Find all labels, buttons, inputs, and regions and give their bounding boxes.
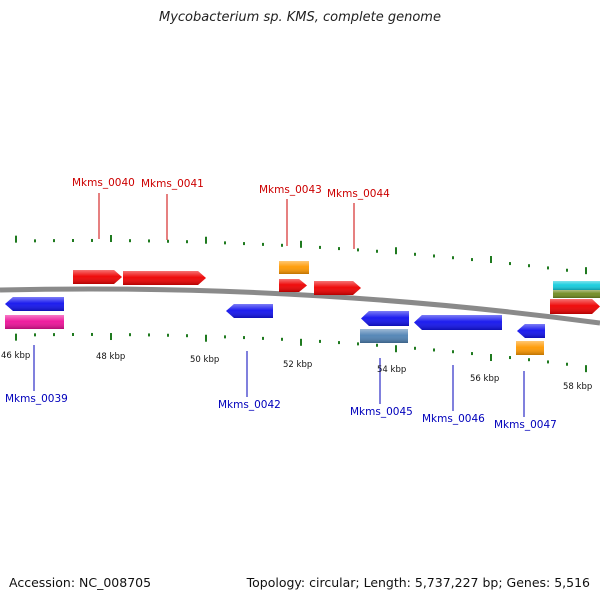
gene-feature-orange-shade <box>279 261 309 274</box>
gene-mkms-0042[interactable] <box>226 304 273 318</box>
scale-label: 56 kbp <box>470 374 499 384</box>
gene-mkms-0046[interactable] <box>414 315 502 330</box>
gene-feature-olive[interactable] <box>553 290 600 298</box>
gene-mkms-0039[interactable] <box>5 297 64 311</box>
gene-mkms-0041-shade <box>123 271 206 285</box>
scale-label: 46 kbp <box>1 351 30 361</box>
gene-label-mkms-0044[interactable]: Mkms_0044 <box>327 188 390 200</box>
gene-label-mkms-0039[interactable]: Mkms_0039 <box>5 393 68 405</box>
gene-feature-orange[interactable] <box>516 341 544 355</box>
gene-mkms-0041[interactable] <box>123 271 206 285</box>
gene-label-mkms-0045[interactable]: Mkms_0045 <box>350 406 413 418</box>
gene-label-mkms-0047[interactable]: Mkms_0047 <box>494 419 557 431</box>
scale-label: 54 kbp <box>377 365 406 375</box>
gene-label-mkms-0043[interactable]: Mkms_0043 <box>259 184 322 196</box>
gene-feature-magenta[interactable] <box>5 315 64 329</box>
scale-label: 52 kbp <box>283 360 312 370</box>
gene-feature-red-shade <box>550 299 600 314</box>
gene-label-mkms-0040[interactable]: Mkms_0040 <box>72 177 135 189</box>
gene-mkms-0045[interactable] <box>361 311 409 326</box>
gene-mkms-0045-shade <box>361 311 409 326</box>
chromosome-backbone-layer <box>0 286 600 326</box>
forward-tick-track <box>15 235 587 275</box>
gene-label-mkms-0041[interactable]: Mkms_0041 <box>141 178 204 190</box>
gene-mkms-0043[interactable] <box>279 279 307 292</box>
gene-features <box>5 261 600 355</box>
gene-mkms-0039-shade <box>5 297 64 311</box>
gene-labels: Mkms_0040 Mkms_0041 Mkms_0043 Mkms_0044 Mkms… <box>5 177 557 431</box>
gene-mkms-0047[interactable] <box>517 324 545 338</box>
gene-mkms-0042-shade <box>226 304 273 318</box>
gene-label-mkms-0042[interactable]: Mkms_0042 <box>218 399 281 411</box>
gene-feature-steel-shade <box>360 329 408 343</box>
accession-text: Accession: NC_008705 <box>9 575 152 590</box>
chromosome-backbone <box>0 286 600 326</box>
gene-feature-red[interactable] <box>550 299 600 314</box>
gene-feature-cyan[interactable] <box>553 281 600 290</box>
scale-label: 58 kbp <box>563 382 592 392</box>
gene-label-leaders <box>33 193 525 417</box>
gene-feature-cyan-shade <box>553 281 600 290</box>
gene-mkms-0047-shade <box>517 324 545 338</box>
scale-labels: 46 kbp 48 kbp 50 kbp 52 kbp 54 kbp 56 kbp 58 k… <box>1 351 592 392</box>
gene-mkms-0044-shade <box>314 281 361 295</box>
gene-mkms-0043-shade <box>279 279 307 292</box>
gene-mkms-0040[interactable] <box>73 270 122 284</box>
gene-feature-olive-shade <box>553 290 600 298</box>
gene-feature-orange-shade <box>516 341 544 355</box>
gene-label-mkms-0046[interactable]: Mkms_0046 <box>422 413 485 425</box>
gene-feature-steel[interactable] <box>360 329 408 343</box>
page-title: Mycobacterium sp. KMS, complete genome <box>159 10 441 25</box>
scale-label: 48 kbp <box>96 352 125 362</box>
scale-label: 50 kbp <box>190 355 219 365</box>
gene-feature-orange[interactable] <box>279 261 309 274</box>
reverse-tick-track <box>15 332 587 373</box>
genome-summary-text: Topology: circular; Length: 5,737,227 bp… <box>246 575 590 590</box>
gene-mkms-0040-shade <box>73 270 122 284</box>
gene-mkms-0044[interactable] <box>314 281 361 295</box>
gene-mkms-0046-shade <box>414 315 502 330</box>
gene-feature-magenta-shade <box>5 315 64 329</box>
